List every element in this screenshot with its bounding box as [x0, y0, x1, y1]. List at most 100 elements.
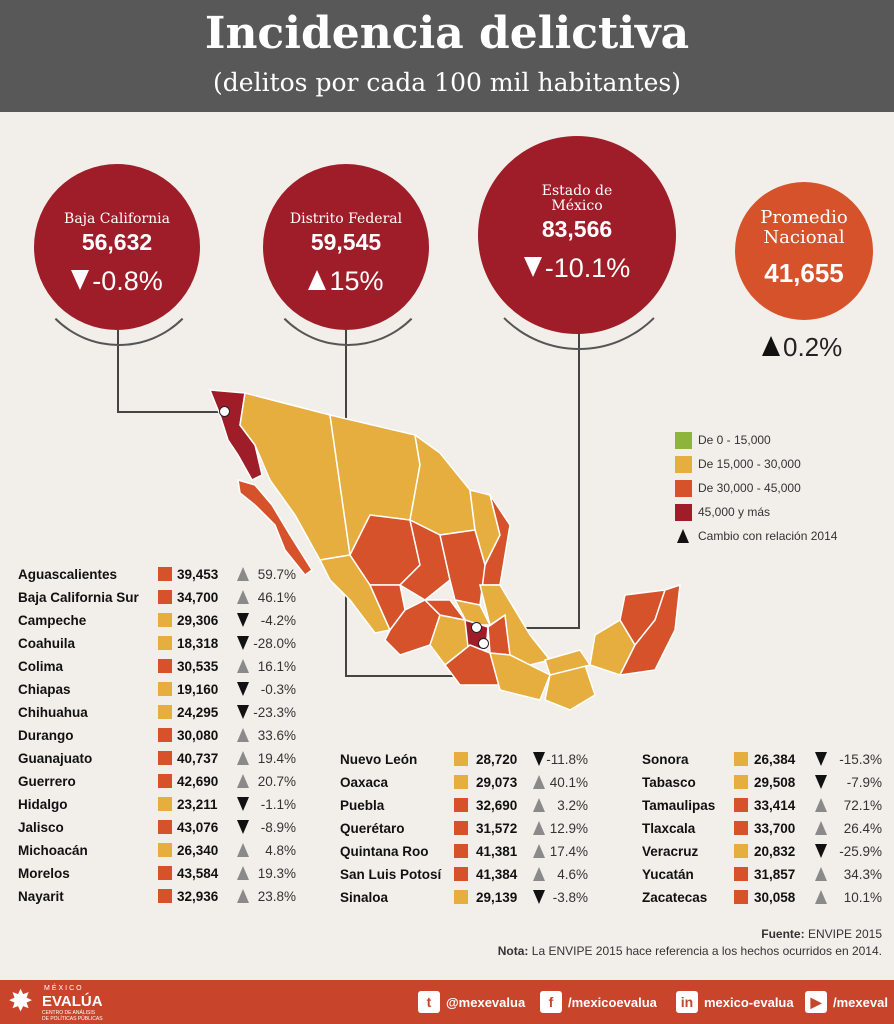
state-change: 19.4% — [257, 750, 296, 766]
state-name: Querétaro — [340, 820, 405, 836]
state-change: 3.2% — [557, 797, 588, 813]
state-name: Veracruz — [642, 843, 699, 859]
state-change: 23.8% — [257, 888, 296, 904]
down-arrow-icon — [237, 705, 249, 719]
band-swatch — [158, 820, 172, 834]
connector-baja-h — [117, 411, 225, 413]
youtube-icon: ▶ — [805, 991, 827, 1013]
down-arrow-icon — [71, 270, 90, 290]
up-arrow-icon — [533, 821, 545, 835]
state-name: Nayarit — [18, 888, 64, 904]
down-arrow-icon — [815, 844, 827, 858]
footnote: Nota: La ENVIPE 2015 hace referencia a l… — [498, 944, 882, 958]
mexico-map — [208, 389, 681, 711]
down-arrow-icon — [523, 257, 542, 277]
source-label: Fuente: — [761, 927, 805, 941]
map-baja-california-sur — [237, 478, 314, 577]
legend-swatch — [675, 431, 692, 449]
legend-label: De 30,000 - 45,000 — [698, 481, 801, 495]
band-swatch — [734, 821, 748, 835]
circle-name: Baja California — [64, 211, 170, 227]
state-name: Yucatán — [642, 866, 694, 882]
up-arrow-icon — [237, 728, 249, 742]
twitter-icon: t — [418, 991, 440, 1013]
facebook-link[interactable]: f/mexicoevalua — [540, 991, 657, 1013]
legend-swatch — [675, 503, 692, 521]
state-change: 16.1% — [257, 658, 296, 674]
table-row: Tlaxcala 33,700 26.4% — [642, 818, 882, 838]
state-value: 41,381 — [476, 843, 518, 859]
legend-item: De 0 - 15,000 — [675, 428, 837, 452]
legend-swatch — [675, 455, 692, 473]
band-swatch — [454, 890, 468, 904]
legend-item: 45,000 y más — [675, 500, 837, 524]
band-swatch — [158, 659, 172, 673]
band-swatch — [734, 867, 748, 881]
linkedin-link[interactable]: in mexico-evalua — [676, 991, 794, 1013]
up-arrow-icon — [815, 798, 827, 812]
table-row: Chihuahua 24,295 -23.3% — [18, 702, 296, 722]
circle-value: 41,655 — [764, 258, 844, 288]
band-swatch — [158, 843, 172, 857]
page-title: Incidencia delictiva — [204, 8, 690, 59]
band-swatch — [734, 844, 748, 858]
twitter-link[interactable]: t @mexevalua — [418, 991, 525, 1013]
state-value: 28,720 — [476, 751, 518, 767]
facebook-icon: f — [540, 991, 562, 1013]
band-swatch — [158, 590, 172, 604]
linkedin-icon: in — [676, 991, 698, 1013]
state-name: Guanajuato — [18, 750, 93, 766]
up-arrow-icon — [533, 798, 545, 812]
legend-item: De 30,000 - 45,000 — [675, 476, 837, 500]
state-value: 40,737 — [177, 750, 219, 766]
state-change: 34.3% — [843, 866, 882, 882]
state-change: -0.3% — [260, 681, 296, 697]
state-name: Jalisco — [18, 819, 64, 835]
table-row: San Luis Potosí 41,384 4.6% — [340, 864, 588, 884]
state-name: Aguascalientes — [18, 566, 118, 582]
state-name: Baja California Sur — [18, 589, 139, 605]
map-san-luis-potosi — [439, 529, 486, 606]
table-row: Querétaro 31,572 12.9% — [340, 818, 588, 838]
state-change: -8.9% — [260, 819, 296, 835]
change-triangle-icon — [677, 529, 689, 543]
table-row: Colima 30,535 16.1% — [18, 656, 296, 676]
table-row: Nayarit 32,936 23.8% — [18, 886, 296, 906]
table-row: Durango 30,080 33.6% — [18, 725, 296, 745]
state-value: 43,076 — [177, 819, 219, 835]
band-swatch — [454, 844, 468, 858]
state-change: -11.8% — [546, 751, 588, 767]
state-name: Sinaloa — [340, 889, 389, 905]
state-value: 20,832 — [754, 843, 796, 859]
band-swatch — [454, 821, 468, 835]
state-name: Chiapas — [18, 681, 71, 697]
state-value: 32,690 — [476, 797, 518, 813]
arc-edomex — [472, 136, 686, 350]
band-swatch — [158, 567, 172, 581]
youtube-link[interactable]: ▶ /mexeval — [805, 991, 888, 1013]
table-row: Sonora 26,384 -15.3% — [642, 749, 882, 769]
linkedin-handle: mexico-evalua — [704, 994, 794, 1010]
circle-change: 15% — [329, 266, 384, 296]
footnote-label: Nota: — [497, 944, 529, 958]
up-arrow-icon — [762, 336, 780, 356]
facebook-handle: /mexicoevalua — [568, 994, 657, 1010]
circle-value: 59,545 — [310, 229, 382, 255]
up-arrow-icon — [533, 867, 545, 881]
state-name: Durango — [18, 727, 74, 743]
state-change: 4.6% — [557, 866, 588, 882]
circle-estado-de-mexico: Estado de México 83,566 -10.1% — [478, 136, 676, 334]
band-swatch — [158, 613, 172, 627]
state-value: 33,414 — [754, 797, 796, 813]
arc-df — [257, 164, 439, 346]
circle-promedio-nacional: Promedio Nacional 41,655 — [735, 182, 873, 320]
up-arrow-icon — [237, 774, 249, 788]
table-row: Guanajuato 40,737 19.4% — [18, 748, 296, 768]
footnote-text: La ENVIPE 2015 hace referencia a los hec… — [531, 944, 882, 958]
table-row: Sinaloa 29,139 -3.8% — [340, 887, 588, 907]
map-quintana-roo — [618, 583, 681, 676]
state-value: 30,058 — [754, 889, 796, 905]
state-change: 72.1% — [843, 797, 882, 813]
up-arrow-icon — [237, 590, 249, 604]
table-row: Campeche 29,306 -4.2% — [18, 610, 296, 630]
